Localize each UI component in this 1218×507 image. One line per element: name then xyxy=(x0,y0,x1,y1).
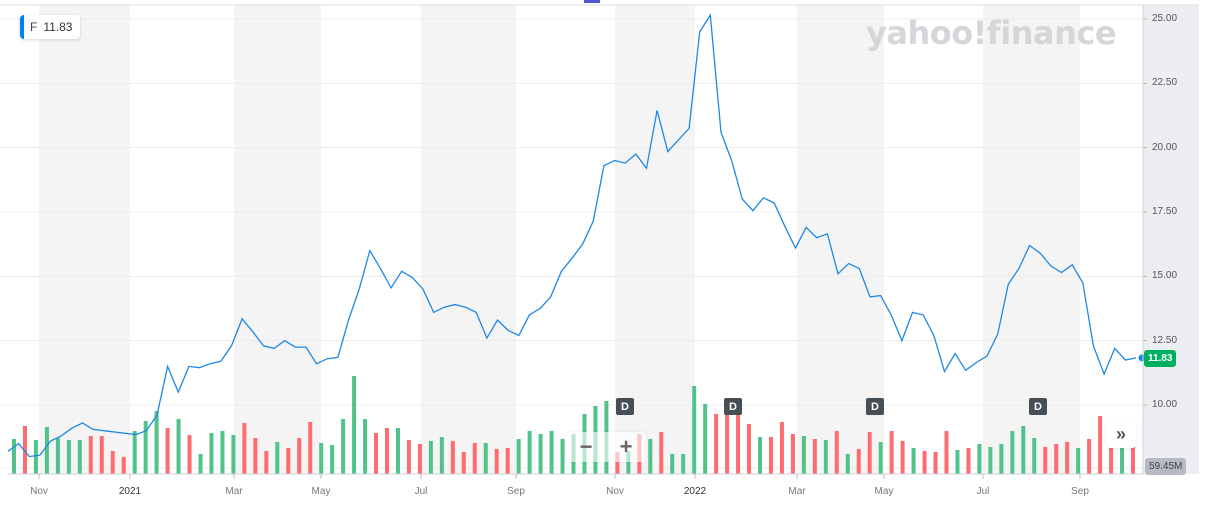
ticker-symbol: F xyxy=(30,20,38,34)
x-axis-label: Nov xyxy=(30,486,48,497)
ticker-badge[interactable]: F 11.83 xyxy=(20,15,81,39)
scroll-to-latest-button[interactable]: » xyxy=(1106,420,1136,448)
y-axis-label: 10.00 xyxy=(1152,399,1178,410)
x-axis-label: May xyxy=(874,486,894,497)
x-ticks xyxy=(38,474,1081,479)
x-axis-label: 2022 xyxy=(683,486,707,497)
y-axis-label: 15.00 xyxy=(1152,270,1178,282)
gridlines xyxy=(0,18,1147,469)
y-axis-label: 12.50 xyxy=(1152,334,1178,346)
ticker-price: 11.83 xyxy=(43,20,73,34)
dividend-marker[interactable]: D xyxy=(1029,398,1047,415)
x-axis-label: Sep xyxy=(507,486,525,497)
dividend-marker[interactable]: D xyxy=(724,398,742,415)
y-axis-label: 22.50 xyxy=(1152,77,1178,89)
x-axis-label: Sep xyxy=(1071,486,1089,497)
dividend-marker[interactable]: D xyxy=(866,398,884,415)
zoom-in-button[interactable]: + xyxy=(619,434,633,459)
last-price-dot xyxy=(1138,354,1146,362)
series-color-bar xyxy=(20,15,24,39)
range-indicator xyxy=(584,0,600,3)
volume-tag: 59.45M xyxy=(1145,458,1187,475)
x-axis-label: May xyxy=(311,486,331,497)
x-axis-label: Mar xyxy=(225,486,243,497)
volume-bars xyxy=(12,376,1135,474)
dividend-marker[interactable]: D xyxy=(616,398,634,415)
yahoo-finance-logo: yahoo!finance xyxy=(866,14,1117,52)
y-axis-label: 17.50 xyxy=(1152,206,1178,217)
zoom-controls: − + xyxy=(566,432,646,462)
x-axis-label: Jul xyxy=(976,486,990,497)
zoom-out-button[interactable]: − xyxy=(579,434,593,459)
y-axis-panel xyxy=(1143,5,1199,474)
x-axis-label: 2021 xyxy=(118,486,142,497)
price-line xyxy=(7,13,1137,458)
month-bands xyxy=(39,5,1080,474)
x-axis-label: Jul xyxy=(414,486,428,497)
y-axis-label: 20.00 xyxy=(1152,141,1178,153)
x-axis-label: Mar xyxy=(788,486,806,497)
x-axis-label: Nov xyxy=(606,486,624,497)
y-axis-label: 25.00 xyxy=(1152,13,1178,24)
last-price-tag: 11.83 xyxy=(1144,350,1177,367)
